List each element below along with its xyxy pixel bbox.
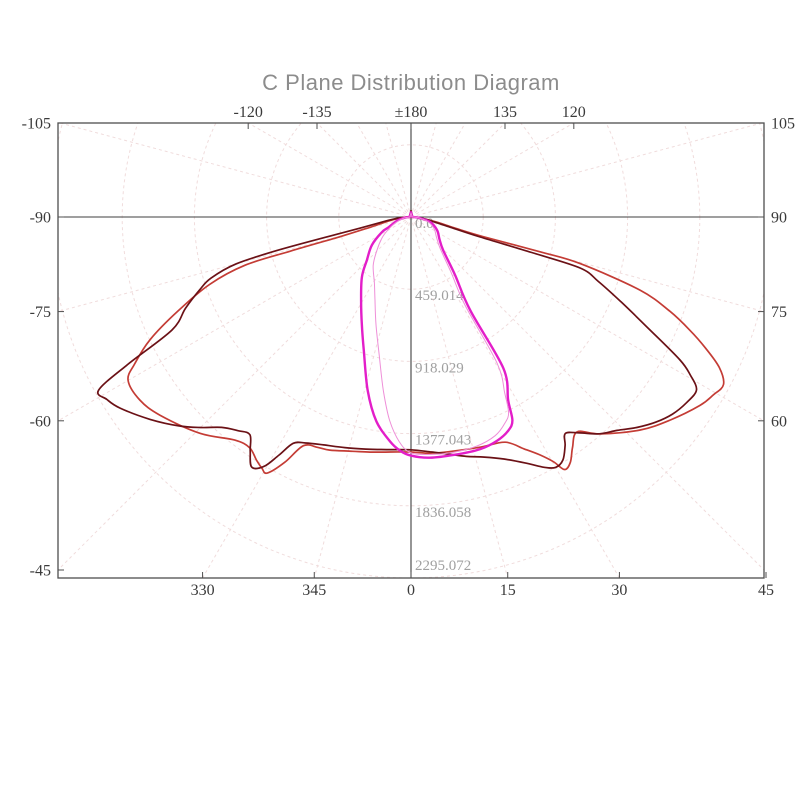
angle-tick-label: ±180	[395, 104, 428, 121]
angle-tick-label: 75	[771, 304, 787, 321]
angle-tick-label: -90	[30, 210, 51, 227]
angle-tick-label: -75	[30, 304, 51, 321]
polar-grid-ray	[58, 216, 412, 422]
angle-tick-label: 0	[407, 582, 415, 599]
polar-grid-ray	[58, 123, 412, 218]
angle-tick-label: 30	[611, 582, 627, 599]
curve-dark-red	[96, 209, 698, 470]
polar-grid-ray	[201, 216, 412, 578]
curve-red	[127, 210, 725, 475]
polar-grid-ray	[313, 216, 412, 578]
angle-tick-label: 120	[562, 104, 586, 121]
radial-scale-label: 918.029	[415, 360, 464, 376]
angle-tick-label: -135	[302, 104, 331, 121]
polar-grid-ray	[410, 216, 764, 422]
curve-magenta	[359, 211, 514, 459]
polar-grid-ray	[410, 123, 575, 218]
angle-tick-label: 105	[771, 116, 795, 133]
angle-tick-label: 15	[500, 582, 516, 599]
angle-tick-label: 45	[758, 582, 774, 599]
angle-tick-label: 90	[771, 210, 787, 227]
chart-title: C Plane Distribution Diagram	[262, 70, 560, 95]
polar-grid-ray	[410, 216, 764, 313]
angle-tick-label: -60	[30, 413, 51, 430]
curve-pink-thin	[372, 212, 510, 456]
radial-scale-label: 2295.072	[415, 558, 471, 574]
polar-grid-ray	[316, 123, 412, 218]
angle-tick-label: -45	[30, 563, 51, 580]
polar-grid-ray	[58, 216, 412, 313]
angle-tick-label: 135	[493, 104, 517, 121]
angle-tick-label: -120	[234, 104, 263, 121]
angle-tick-label: 60	[771, 413, 787, 430]
radial-scale-label: 459.014	[415, 288, 464, 304]
angle-tick-label: -105	[22, 116, 51, 133]
radial-scale-label: 1836.058	[415, 505, 471, 521]
angle-tick-label: 345	[302, 582, 326, 599]
polar-grid-ray	[410, 123, 764, 218]
polar-grid-ray	[247, 123, 412, 218]
angle-tick-label: 330	[191, 582, 215, 599]
radial-scale-label: 1377.043	[415, 433, 471, 449]
polar-grid-ray	[410, 123, 506, 218]
